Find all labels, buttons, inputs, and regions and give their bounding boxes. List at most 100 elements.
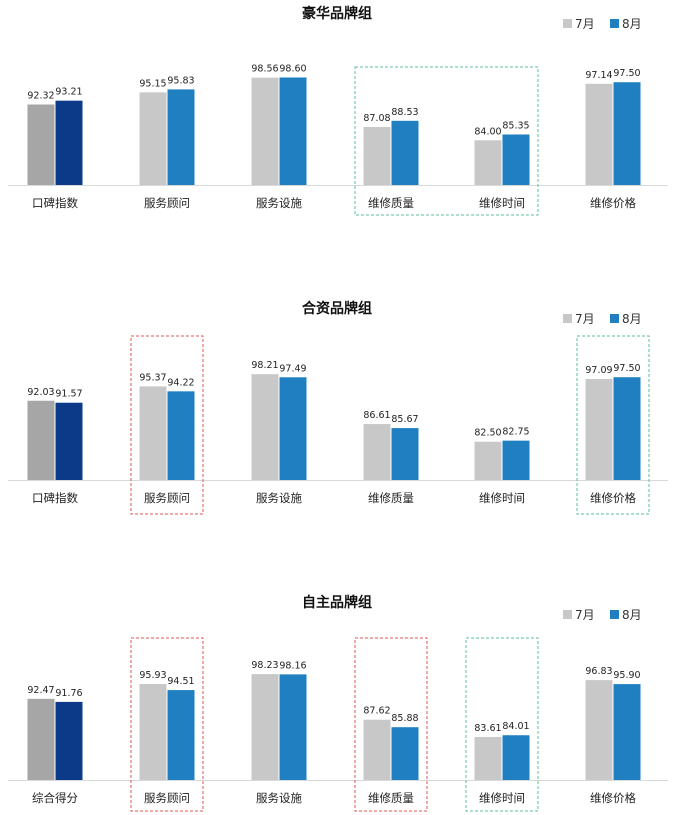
chart2-value-label-维修价格-7月: 97.09 [585,365,612,376]
chart1-bar-维修质量-7月 [363,127,391,185]
chart1-legend-label-jul: 7月 [575,17,595,31]
chart3-value-label-服务设施-7月: 98.23 [251,660,278,671]
chart1-value-label-口碑指数-8月: 93.21 [55,87,82,98]
chart3-bar-维修质量-8月 [391,727,419,780]
chart1-legend-swatch-jul [563,19,572,28]
chart1-category-label-6: 维修价格 [590,196,636,210]
chart2-legend-label-jul: 7月 [575,312,595,326]
chart1-value-label-口碑指数-7月: 92.32 [27,91,54,102]
chart2-legend-swatch-aug [610,314,619,323]
chart3-value-label-维修质量-8月: 85.88 [391,713,418,724]
chart3-bar-维修时间-7月 [474,736,502,780]
chart1-bar-服务顾问-7月 [139,92,167,185]
chart2-value-label-维修质量-8月: 85.67 [391,414,418,425]
chart3-value-label-服务顾问-8月: 94.51 [167,676,194,687]
chart3-highlight-box-1 [130,637,204,812]
chart1-category-label-3: 服务设施 [256,196,302,210]
chart2-category-label-2: 服务顾问 [144,491,190,505]
chart3-legend-swatch-jul [563,610,572,619]
chart2-bar-维修质量-7月 [363,424,391,480]
chart2-bar-口碑指数-7月 [27,400,55,480]
chart1-value-label-服务设施-8月: 98.60 [279,64,306,75]
chart3-category-label-6: 维修价格 [590,791,636,805]
chart3-bar-服务顾问-8月 [167,690,195,780]
chart2-category-label-3: 服务设施 [256,491,302,505]
chart1-legend-label-aug: 8月 [622,17,642,31]
chart2-bar-服务顾问-8月 [167,391,195,480]
chart1-highlight-box-1 [354,66,539,216]
chart3-value-label-维修时间-8月: 84.01 [502,721,529,732]
chart1-value-label-维修时间-8月: 85.35 [502,120,529,131]
chart3-bar-维修质量-7月 [363,719,391,780]
chart2-bar-维修时间-7月 [474,441,502,480]
chart1-bar-服务设施-7月 [251,77,279,185]
chart3-value-label-综合得分-8月: 91.76 [55,688,82,699]
chart1-bar-维修价格-8月 [613,82,641,185]
chart3-category-label-5: 维修时间 [479,791,525,805]
chart2-value-label-维修质量-7月: 86.61 [363,410,390,421]
chart3-bar-服务设施-8月 [279,674,307,780]
chart1-bar-服务顾问-8月 [167,89,195,185]
chart2-value-label-服务设施-8月: 97.49 [279,363,306,374]
chart3-value-label-服务顾问-7月: 95.93 [139,670,166,681]
chart3-category-label-4: 维修质量 [368,791,414,805]
chart2-legend-swatch-jul [563,314,572,323]
chart3-value-label-维修时间-7月: 83.61 [474,723,501,734]
chart2-value-label-服务顾问-8月: 94.22 [167,377,194,388]
chart2-highlight-box-2 [576,335,650,515]
chart3-bar-维修价格-7月 [585,680,613,780]
chart1-bar-服务设施-8月 [279,77,307,185]
chart3-bar-综合得分-8月 [55,701,83,780]
chart1-category-label-2: 服务顾问 [144,196,190,210]
chart2-value-label-维修时间-8月: 82.75 [502,427,529,438]
chart3-bar-服务顾问-7月 [139,683,167,780]
chart3-bar-维修时间-8月 [502,735,530,780]
chart3-value-label-维修价格-7月: 96.83 [585,666,612,677]
chart3-legend-swatch-aug [610,610,619,619]
chart1-value-label-维修价格-7月: 97.14 [585,70,612,81]
chart1-title: 豪华品牌组 [302,5,372,22]
chart2-bar-服务顾问-7月 [139,386,167,480]
chart1-category-label-4: 维修质量 [368,196,414,210]
chart2-category-label-4: 维修质量 [368,491,414,505]
chart3-category-label-1: 综合得分 [32,791,78,805]
chart2-value-label-口碑指数-8月: 91.57 [55,389,82,400]
chart2-bar-维修质量-8月 [391,428,419,480]
chart3-category-label-2: 服务顾问 [144,791,190,805]
chart2-category-label-6: 维修价格 [590,491,636,505]
chart3-title: 自主品牌组 [302,594,372,611]
chart2-title: 合资品牌组 [302,300,372,317]
chart1-category-label-1: 口碑指数 [32,196,78,210]
chart1-bar-口碑指数-8月 [55,100,83,185]
chart3-bar-维修价格-8月 [613,684,641,780]
chart2-value-label-维修时间-7月: 82.50 [474,428,501,439]
chart1-value-label-服务顾问-7月: 95.15 [139,78,166,89]
chart2-bar-维修时间-8月 [502,440,530,480]
chart3-category-label-3: 服务设施 [256,791,302,805]
chart2-bar-服务设施-8月 [279,377,307,480]
chart1-value-label-维修质量-8月: 88.53 [391,107,418,118]
chart1-value-label-服务顾问-8月: 95.83 [167,75,194,86]
chart3-bar-综合得分-7月 [27,698,55,780]
chart3-legend-label-aug: 8月 [622,608,642,622]
chart1-value-label-维修价格-8月: 97.50 [613,68,640,79]
chart3-value-label-综合得分-7月: 92.47 [27,685,54,696]
chart3-value-label-维修价格-8月: 95.90 [613,670,640,681]
chart2-value-label-口碑指数-7月: 92.03 [27,387,54,398]
chart2-category-label-5: 维修时间 [479,491,525,505]
chart1-value-label-维修时间-7月: 84.00 [474,126,501,137]
chart3-highlight-box-3 [465,637,539,812]
chart2-bar-口碑指数-8月 [55,402,83,480]
chart1-bar-维修时间-8月 [502,134,530,185]
chart1-value-label-维修质量-7月: 87.08 [363,113,390,124]
chart3-legend-label-jul: 7月 [575,608,595,622]
chart2-bar-维修价格-8月 [613,377,641,480]
chart2-legend-label-aug: 8月 [622,312,642,326]
chart3-bar-服务设施-7月 [251,674,279,780]
chart2-value-label-服务顾问-7月: 95.37 [139,372,166,383]
chart2-bar-维修价格-7月 [585,378,613,480]
chart2-category-label-1: 口碑指数 [32,491,78,505]
chart1-value-label-服务设施-7月: 98.56 [251,64,278,75]
chart2-value-label-维修价格-8月: 97.50 [613,363,640,374]
